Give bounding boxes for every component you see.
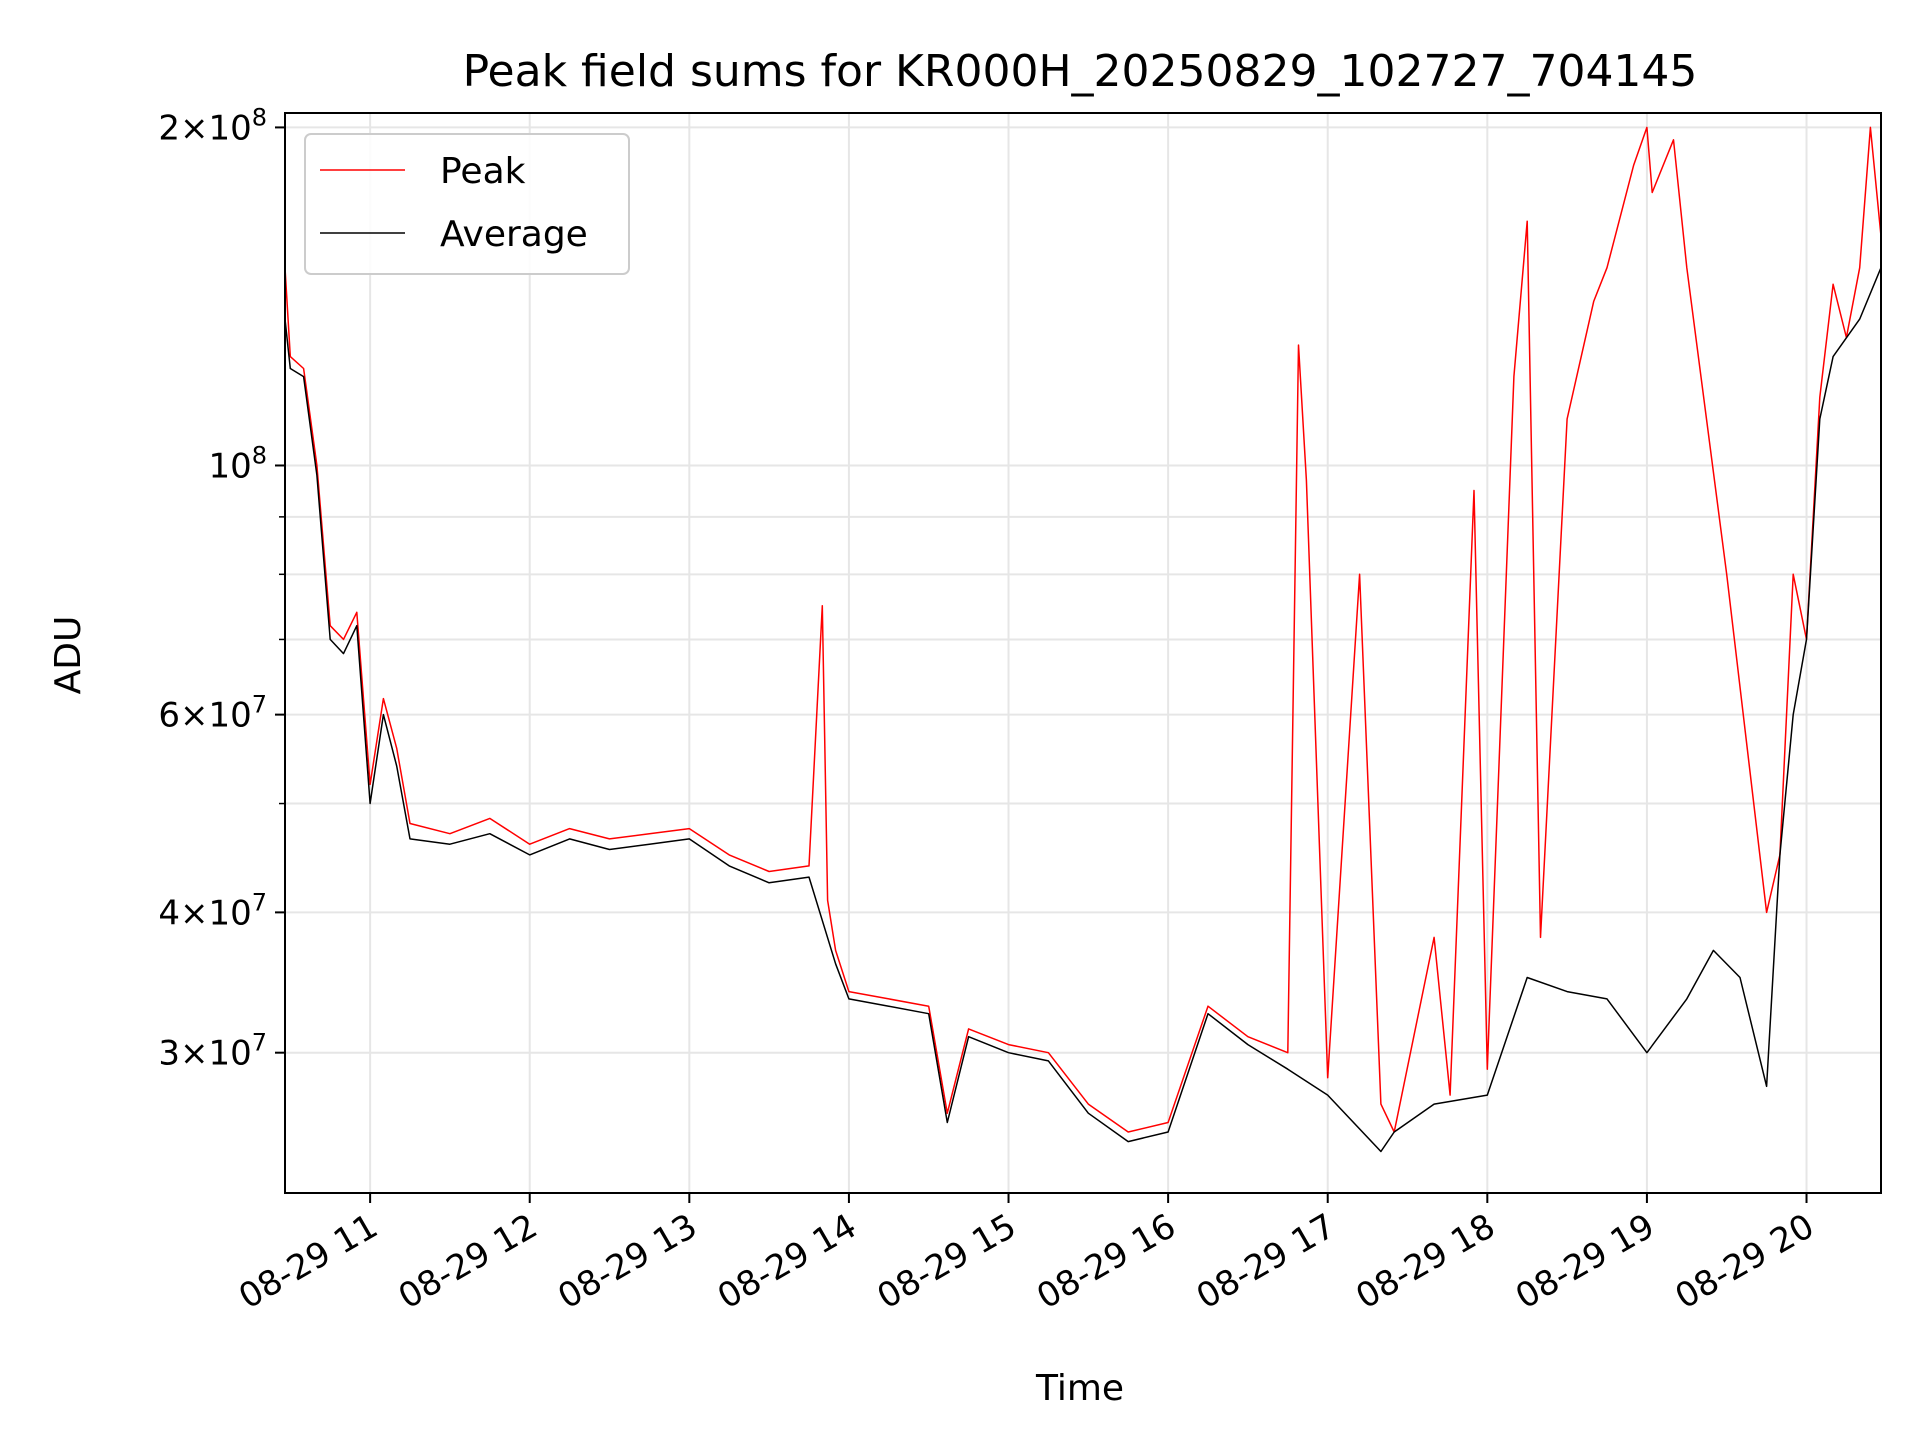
- y-tick-label: 2×108: [158, 103, 267, 148]
- series-line-average: [285, 267, 1881, 1153]
- legend-box: [304, 133, 630, 275]
- y-tick-exponent: 7: [252, 691, 267, 719]
- chart-title: Peak field sums for KR000H_20250829_1027…: [463, 46, 1698, 97]
- y-tick-times: ×10: [180, 108, 252, 148]
- series-layer: [285, 126, 1881, 1153]
- legend-average-label: Average: [440, 214, 588, 255]
- y-tick-exponent: 8: [252, 441, 267, 469]
- y-tick-label: 3×107: [158, 1029, 267, 1074]
- y-tick-times: ×10: [180, 893, 252, 933]
- svg-text:6×107: 6×107: [158, 691, 267, 736]
- y-tick-times: ×10: [180, 696, 252, 736]
- y-tick-label: 4×107: [158, 888, 267, 933]
- y-tick-times: ×10: [180, 1034, 252, 1074]
- legend-peak-label: Peak: [440, 151, 526, 192]
- y-tick-exponent: 7: [252, 888, 267, 916]
- y-tick-mantissa: 4: [158, 893, 180, 933]
- grid-lines: [285, 113, 1881, 1193]
- y-axis-label: ADU: [48, 616, 89, 695]
- svg-text:4×107: 4×107: [158, 888, 267, 933]
- y-tick-label: 6×107: [158, 691, 267, 736]
- plot-area-frame: [284, 112, 1882, 1194]
- series-line-peak: [285, 126, 1881, 1133]
- legend: Peak Average: [304, 133, 630, 275]
- x-axis-label: Time: [1035, 1368, 1124, 1409]
- y-tick-label: 108: [208, 441, 267, 486]
- svg-text:108: 108: [208, 441, 267, 486]
- svg-text:3×107: 3×107: [158, 1029, 267, 1074]
- y-tick-base: 10: [208, 446, 251, 486]
- svg-text:2×108: 2×108: [158, 103, 267, 148]
- y-tick-mantissa: 6: [158, 696, 180, 736]
- y-tick-mantissa: 3: [158, 1034, 180, 1074]
- y-tick-exponent: 7: [252, 1029, 267, 1057]
- y-tick-exponent: 8: [252, 103, 267, 131]
- y-tick-mantissa: 2: [158, 108, 180, 148]
